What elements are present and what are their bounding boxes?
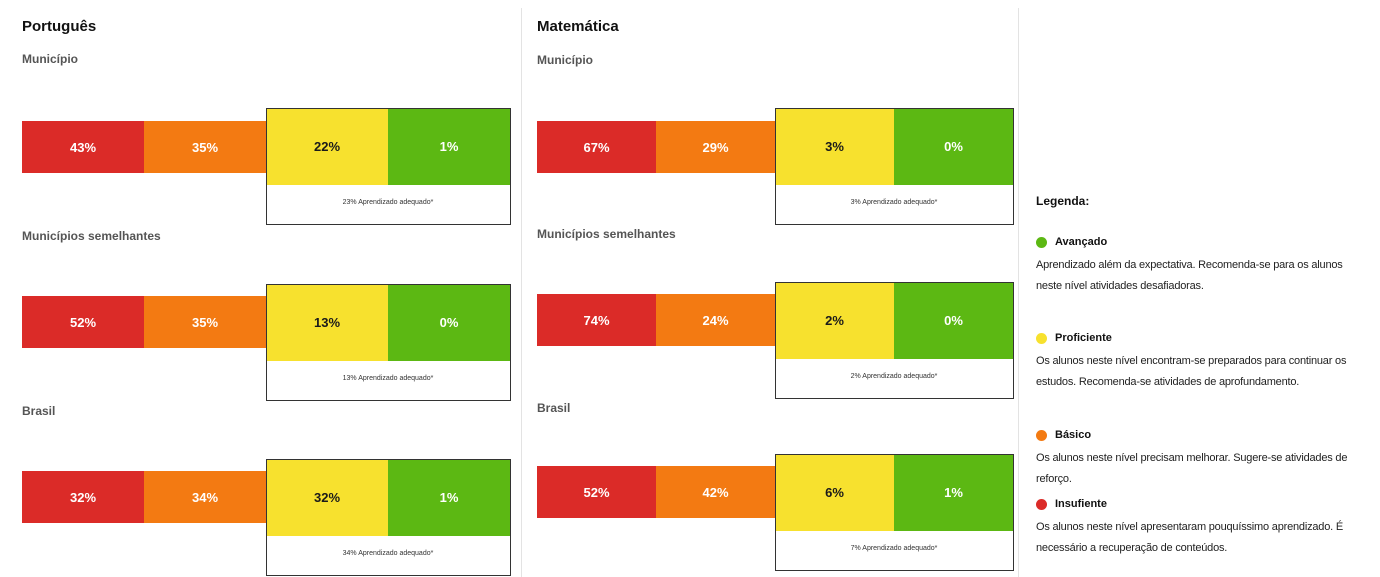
basico-segment: 35% <box>144 121 266 173</box>
basico-segment: 29% <box>656 121 775 173</box>
adequate-learning-label: 34% Aprendizado adequado* <box>342 550 434 557</box>
legend-item-label: Proficiente <box>1055 332 1112 344</box>
avancado-segment: 1% <box>894 454 1013 531</box>
legend-title: Legenda: <box>1036 194 1090 208</box>
adequate-learning-box <box>266 284 511 401</box>
proficiente-segment: 13% <box>266 284 388 361</box>
group-label: Municípios semelhantes <box>537 227 676 241</box>
adequate-learning-label: 2% Aprendizado adequado* <box>850 373 938 380</box>
insuficiente-segment: 32% <box>22 471 144 523</box>
legend-item-description: Os alunos neste nível encontram-se prepa… <box>1036 355 1347 388</box>
red-dot-icon <box>1036 498 1047 510</box>
adequate-learning-box <box>775 108 1014 225</box>
proficiente-segment: 32% <box>266 459 388 536</box>
adequate-learning-label: 13% Aprendizado adequado* <box>342 375 434 382</box>
legend-item-label: Insufiente <box>1055 498 1107 510</box>
adequate-learning-label: 7% Aprendizado adequado* <box>850 545 938 552</box>
proficiente-segment: 22% <box>266 108 388 185</box>
proficiente-segment: 3% <box>775 108 894 185</box>
adequate-learning-box <box>266 459 511 576</box>
basico-segment: 24% <box>656 294 775 346</box>
group-label: Brasil <box>22 404 56 418</box>
legend-item-label: Básico <box>1055 429 1092 441</box>
avancado-segment: 0% <box>894 108 1013 185</box>
legend-item-insuficiente: Insufiente Os alunos neste nível apresen… <box>1036 496 1366 559</box>
insuficiente-segment: 52% <box>537 466 656 518</box>
avancado-segment: 1% <box>388 108 510 185</box>
basico-segment: 34% <box>144 471 266 523</box>
group-label: Município <box>22 52 78 66</box>
legend-item-description: Os alunos neste nível apresentaram pouqu… <box>1036 521 1343 554</box>
group-label: Brasil <box>537 401 571 415</box>
proficiente-segment: 6% <box>775 454 894 531</box>
adequate-learning-label: 3% Aprendizado adequado* <box>850 199 938 206</box>
yellow-dot-icon <box>1036 332 1047 344</box>
orange-dot-icon <box>1036 429 1047 441</box>
legend-item-description: Aprendizado além da expectativa. Recomen… <box>1036 259 1343 292</box>
panel-title: Matemática <box>537 18 619 35</box>
legend-item-description: Os alunos neste nível precisam melhorar.… <box>1036 452 1348 485</box>
insuficiente-segment: 67% <box>537 121 656 173</box>
legend-item-proficiente: Proficiente Os alunos neste nível encont… <box>1036 330 1366 393</box>
panel-title: Português <box>22 18 97 35</box>
insuficiente-segment: 52% <box>22 296 144 348</box>
basico-segment: 42% <box>656 466 775 518</box>
panel-divider <box>521 8 522 577</box>
basico-segment: 35% <box>144 296 266 348</box>
adequate-learning-box <box>775 454 1014 571</box>
legend-item-avancado: Avançado Aprendizado além da expectativa… <box>1036 234 1366 297</box>
adequate-learning-label: 23% Aprendizado adequado* <box>342 199 434 206</box>
group-label: Municípios semelhantes <box>22 229 161 243</box>
adequate-learning-box <box>775 282 1014 399</box>
proficiente-segment: 2% <box>775 282 894 359</box>
green-dot-icon <box>1036 236 1047 248</box>
legend-item-label: Avançado <box>1055 236 1108 248</box>
insuficiente-segment: 43% <box>22 121 144 173</box>
avancado-segment: 1% <box>388 459 510 536</box>
group-label: Município <box>537 53 593 67</box>
insuficiente-segment: 74% <box>537 294 656 346</box>
adequate-learning-box <box>266 108 511 225</box>
avancado-segment: 0% <box>894 282 1013 359</box>
avancado-segment: 0% <box>388 284 510 361</box>
legend-divider <box>1018 8 1019 577</box>
legend-item-basico: Básico Os alunos neste nível precisam me… <box>1036 427 1366 490</box>
